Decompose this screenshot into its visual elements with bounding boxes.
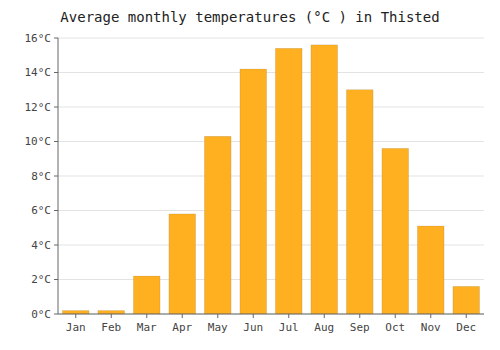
- x-tick-label: Oct: [385, 321, 405, 334]
- y-tick: [54, 245, 58, 246]
- bar: [382, 148, 409, 314]
- x-tick: [288, 314, 289, 318]
- bar: [346, 90, 373, 314]
- bar: [240, 69, 267, 314]
- x-tick: [253, 314, 254, 318]
- x-tick: [111, 314, 112, 318]
- y-tick: [54, 141, 58, 142]
- x-tick-label: Jul: [279, 321, 299, 334]
- bar: [133, 276, 160, 314]
- grid-line: [58, 72, 484, 73]
- bar: [98, 311, 125, 314]
- grid-line: [58, 38, 484, 39]
- x-tick-label: Apr: [172, 321, 192, 334]
- x-tick-label: Mar: [137, 321, 157, 334]
- chart-svg: Average monthly temperatures (°C ) in Th…: [0, 0, 500, 350]
- y-tick: [54, 210, 58, 211]
- y-axis-line: [58, 38, 59, 314]
- y-axis: 0°C 2°C 4°C 6°C 8°C 10°C 12°C 14°C 16°C: [25, 32, 59, 321]
- y-tick: [54, 279, 58, 280]
- page: {"chart_data": {"type": "bar", "title": …: [0, 0, 500, 350]
- grid-line: [58, 210, 484, 211]
- x-tick-label: Dec: [456, 321, 476, 334]
- title: Average monthly temperatures (°C ) in Th…: [60, 9, 439, 25]
- bar: [453, 286, 480, 314]
- y-tick-label: 12°C: [25, 101, 52, 114]
- bar: [311, 45, 338, 314]
- grid-line: [58, 176, 484, 177]
- x-tick: [217, 314, 218, 318]
- grid-line: [58, 141, 484, 142]
- y-tick: [54, 72, 58, 73]
- y-tick-label: 14°C: [25, 66, 52, 79]
- grid: [58, 38, 484, 314]
- bar: [62, 311, 89, 314]
- x-axis-line: [58, 314, 484, 315]
- bar: [169, 214, 196, 314]
- y-tick-label: 0°C: [31, 308, 51, 321]
- x-tick-label: Jan: [66, 321, 86, 334]
- x-tick-label: Feb: [101, 321, 121, 334]
- bar: [275, 48, 302, 314]
- y-tick-label: 6°C: [31, 204, 51, 217]
- x-tick: [324, 314, 325, 318]
- x-tick: [75, 314, 76, 318]
- bar: [417, 226, 444, 314]
- x-tick: [146, 314, 147, 318]
- x-tick-label: Sep: [350, 321, 370, 334]
- y-tick-label: 2°C: [31, 273, 51, 286]
- grid-line: [58, 314, 484, 315]
- x-tick: [466, 314, 467, 318]
- x-tick: [359, 314, 360, 318]
- x-tick-label: Aug: [314, 321, 334, 334]
- y-tick-label: 10°C: [25, 135, 52, 148]
- grid-line: [58, 107, 484, 108]
- y-tick: [54, 314, 58, 315]
- y-tick: [54, 107, 58, 108]
- x-tick: [430, 314, 431, 318]
- x-tick: [182, 314, 183, 318]
- y-tick-label: 16°C: [25, 32, 52, 45]
- chart-container: Average monthly temperatures (°C ) in Th…: [0, 0, 500, 350]
- y-tick-label: 4°C: [31, 239, 51, 252]
- bars: [62, 45, 479, 314]
- y-tick: [54, 176, 58, 177]
- bar: [204, 136, 231, 314]
- x-tick-label: Jun: [243, 321, 263, 334]
- x-tick-label: May: [208, 321, 228, 334]
- y-tick: [54, 38, 58, 39]
- y-tick-label: 8°C: [31, 170, 51, 183]
- x-tick: [395, 314, 396, 318]
- x-axis: Jan Feb Mar Apr May Jun Jul Aug Sep Oct Nov Dec: [58, 314, 484, 334]
- x-tick-label: Nov: [421, 321, 441, 334]
